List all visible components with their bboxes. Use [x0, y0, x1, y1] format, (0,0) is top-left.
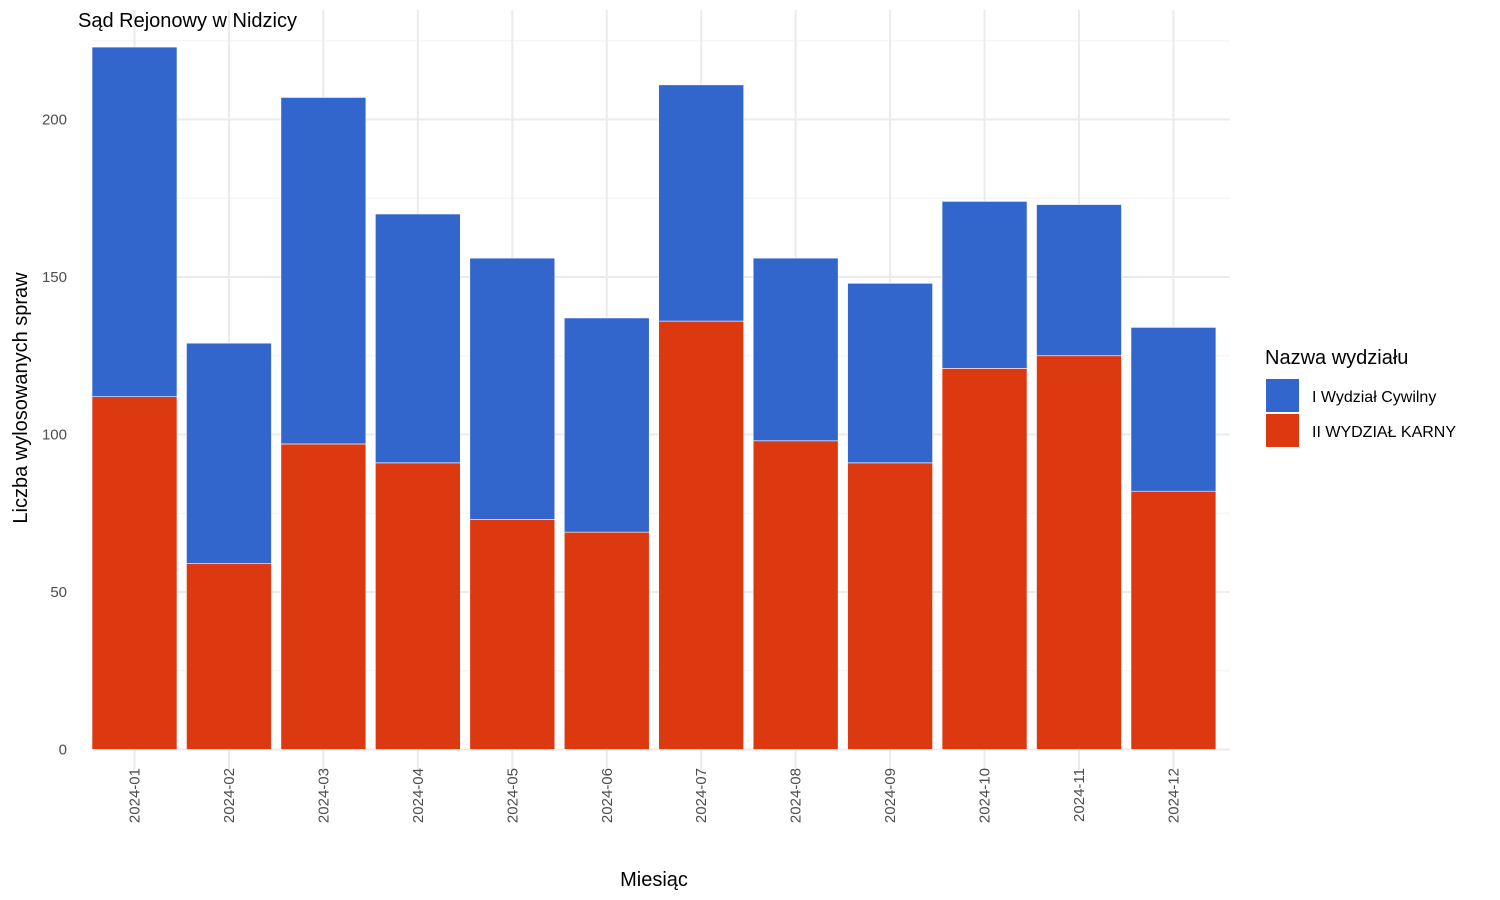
bar-cywilny-2024-02 — [186, 342, 272, 564]
bar-karny-2024-08 — [752, 440, 839, 750]
legend-swatch — [1266, 379, 1299, 412]
bar-karny-2024-03 — [280, 443, 367, 750]
legend-swatch — [1266, 414, 1299, 447]
x-tick-label: 2024-12 — [1165, 768, 1182, 823]
chart-title: Sąd Rejonowy w Nidzicy — [78, 10, 297, 32]
bar-karny-2024-02 — [186, 563, 272, 750]
x-tick-label: 2024-10 — [977, 768, 994, 823]
bar-karny-2024-12 — [1130, 490, 1217, 750]
bar-cywilny-2024-07 — [658, 84, 745, 322]
x-tick-label: 2024-06 — [599, 768, 616, 823]
bar-cywilny-2024-10 — [941, 201, 1028, 369]
bar-cywilny-2024-03 — [280, 97, 367, 445]
x-tick-label: 2024-04 — [410, 768, 427, 823]
bar-cywilny-2024-05 — [469, 257, 556, 520]
bar-karny-2024-05 — [469, 519, 556, 750]
bar-cywilny-2024-04 — [375, 213, 461, 464]
bar-karny-2024-10 — [941, 368, 1028, 750]
bar-karny-2024-11 — [1036, 355, 1122, 750]
ticks-layer: 0 50 100 150 200 2024-01 2024-02 2024-03 2024-04… — [42, 112, 1182, 824]
bar-cywilny-2024-11 — [1036, 204, 1122, 357]
legend-label: I Wydział Cywilny — [1312, 389, 1436, 406]
x-tick-label: 2024-02 — [221, 768, 238, 823]
bar-karny-2024-09 — [847, 462, 933, 750]
bar-karny-2024-01 — [91, 396, 178, 750]
y-tick-label: 0 — [59, 742, 67, 759]
bar-cywilny-2024-01 — [91, 46, 178, 397]
bar-cywilny-2024-09 — [847, 282, 933, 464]
x-tick-label: 2024-07 — [693, 768, 710, 823]
y-tick-label: 200 — [42, 112, 67, 129]
bars-layer — [91, 46, 1217, 750]
bar-cywilny-2024-08 — [752, 257, 839, 442]
bar-cywilny-2024-06 — [563, 317, 650, 533]
y-tick-label: 150 — [42, 269, 67, 286]
legend-label: II WYDZIAŁ KARNY — [1312, 424, 1456, 441]
bar-karny-2024-07 — [658, 320, 745, 750]
x-tick-label: 2024-08 — [788, 768, 805, 823]
y-axis-title: Liczba wylosowanych spraw — [10, 272, 32, 524]
bar-karny-2024-04 — [375, 462, 461, 750]
legend-items: I Wydział Cywilny II WYDZIAŁ KARNY — [1266, 379, 1456, 447]
x-tick-label: 2024-11 — [1071, 768, 1088, 822]
x-axis-title: Miesiąc — [620, 869, 688, 891]
x-tick-label: 2024-05 — [504, 768, 521, 823]
legend: Nazwa wydziału I Wydział Cywilny II WYDZI… — [1265, 347, 1456, 447]
x-tick-label: 2024-09 — [882, 768, 899, 823]
y-tick-label: 100 — [42, 427, 67, 444]
y-tick-label: 50 — [50, 584, 67, 601]
legend-title: Nazwa wydziału — [1265, 347, 1408, 369]
x-tick-label: 2024-01 — [127, 768, 144, 823]
bar-karny-2024-06 — [563, 531, 650, 750]
bar-cywilny-2024-12 — [1130, 327, 1217, 492]
x-tick-label: 2024-03 — [315, 768, 332, 823]
